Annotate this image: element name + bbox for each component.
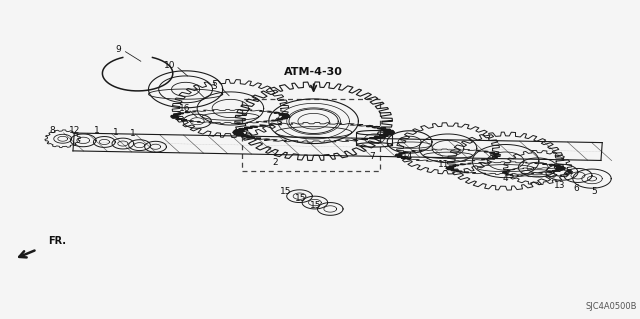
Text: 9: 9: [116, 45, 121, 54]
Text: 14: 14: [402, 152, 413, 161]
Text: 1: 1: [95, 126, 100, 135]
Text: FR.: FR.: [48, 236, 66, 246]
Text: 12: 12: [68, 126, 80, 135]
Text: 7: 7: [370, 152, 375, 161]
Text: 1: 1: [131, 130, 136, 138]
Text: 15: 15: [280, 187, 291, 196]
Text: 15: 15: [310, 201, 322, 210]
Text: 2: 2: [273, 158, 278, 167]
Text: SJC4A0500B: SJC4A0500B: [586, 302, 637, 311]
Text: 1: 1: [113, 128, 118, 137]
Text: 15: 15: [295, 194, 307, 203]
Text: 4: 4: [503, 174, 508, 183]
Text: 10: 10: [164, 61, 175, 70]
Text: 13: 13: [554, 181, 565, 190]
Text: ATM-4-30: ATM-4-30: [284, 67, 343, 77]
Text: 3: 3: [212, 82, 217, 91]
Text: 8: 8: [50, 126, 55, 135]
Bar: [242, 99, 380, 171]
Text: 11: 11: [438, 160, 449, 169]
Text: 16: 16: [179, 104, 190, 113]
Text: 6: 6: [574, 184, 579, 193]
Text: 5: 5: [591, 187, 596, 196]
